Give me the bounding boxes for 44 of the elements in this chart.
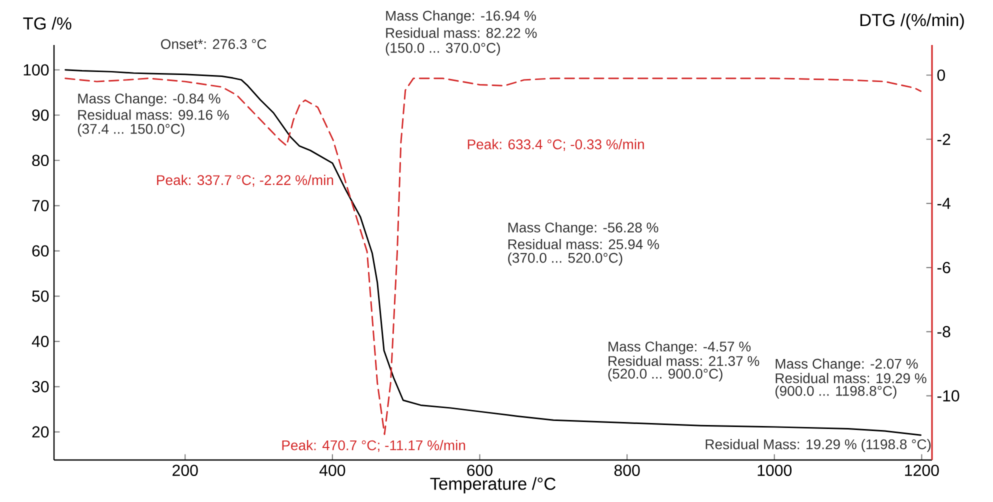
x-tick-label: 400 [319, 464, 346, 476]
annotation: (37.4 ... 150.0°C) [78, 124, 184, 137]
x-tick-label: 600 [467, 464, 492, 476]
annotation: (150.0 ... 370.0°C) [386, 42, 500, 56]
y-tick-label: 90 [32, 109, 49, 121]
annotation: Mass Change: -4.57 % [608, 341, 751, 354]
y-tick-label: 20 [32, 426, 49, 438]
annotation: (900.0 ... 1198.8°C) [775, 386, 896, 399]
y-tick-label: 60 [32, 245, 49, 257]
annotation: Residual mass: 21.37 % [608, 356, 760, 366]
y2-tick-label: -8 [937, 326, 950, 338]
y-tick-label: 40 [32, 336, 49, 348]
x-tick-label: 200 [172, 464, 198, 476]
y-tick-label: 100 [24, 64, 49, 76]
annotation: Peak: 470.7 °C; -11.17 %/min [282, 440, 466, 452]
y-tick-label: 80 [32, 154, 49, 166]
y2-axis-title: DTG /(%/min) [860, 13, 964, 30]
y2-tick-label: -10 [937, 390, 960, 402]
annotation: Residual mass: 25.94 % [508, 238, 659, 250]
annotation: Mass Change: -0.84 % [78, 93, 220, 106]
y-tick-label: 50 [32, 290, 49, 302]
annotation: Onset*: 276.3 °C [161, 39, 266, 50]
y-axis-title: TG /% [23, 16, 72, 30]
text: Mass Change: -16.94 % [386, 10, 536, 24]
x-tick-label: 1000 [758, 464, 792, 476]
annotation: Mass Change: -2.07 % [776, 358, 918, 372]
annotation: Mass Change: -56.28 % [508, 222, 658, 236]
x-tick-label: 1200 [905, 464, 939, 476]
y2-tick-label: 0 [937, 69, 945, 81]
annotation: Peak: 633.4 °C; -0.33 %/min [468, 139, 644, 151]
annotation: Residual mass: 99.16 % [78, 110, 229, 120]
annotation: Residual mass: 19.29 % [776, 372, 926, 384]
annotation: (370.0 ... 520.0°C) [508, 252, 622, 266]
x-tick-label: 800 [614, 464, 640, 476]
y-tick-label: 70 [32, 200, 49, 212]
annotation: Residual Mass: 19.29 % (1198.8 °C) [706, 438, 931, 452]
y-tick-label: 30 [32, 381, 49, 392]
y2-tick-label: -6 [937, 262, 950, 274]
annotation: Peak: 337.7 °C; -2.22 %/min [157, 174, 334, 187]
x-axis-title: Temperature /°C [430, 477, 556, 494]
text: Residual mass: 82.22 % [386, 28, 537, 38]
annotation: (520.0 ... 900.0°C) [608, 368, 722, 382]
y2-tick-label: -4 [937, 198, 950, 209]
y2-tick-label: -2 [937, 134, 950, 145]
